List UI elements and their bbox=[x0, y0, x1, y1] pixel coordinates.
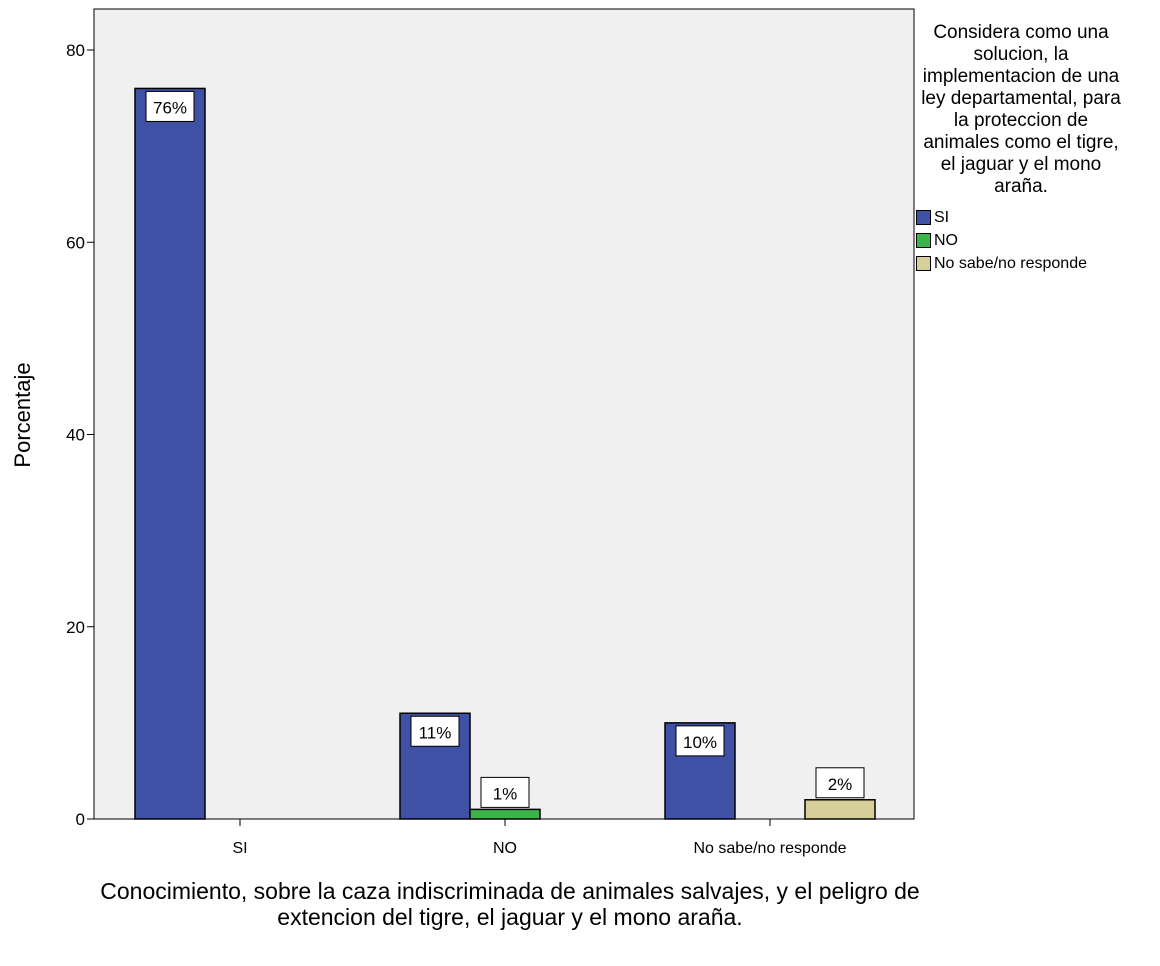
bar-label-box bbox=[675, 725, 725, 757]
y-tick-label: 60 bbox=[66, 233, 85, 252]
legend-label: NO bbox=[934, 231, 958, 249]
y-tick-label: 0 bbox=[76, 810, 85, 829]
bar-label-box bbox=[480, 776, 530, 808]
y-tick-label: 20 bbox=[66, 618, 85, 637]
x-axis-label: Conocimiento, sobre la caza indiscrimina… bbox=[100, 878, 920, 930]
bar bbox=[804, 799, 876, 820]
legend: Considera como una solucion, la implemen… bbox=[916, 22, 1156, 275]
legend-swatch bbox=[916, 210, 931, 225]
bar-label: 2% bbox=[828, 775, 853, 794]
bar-label-box bbox=[815, 767, 865, 799]
bar-label: 11% bbox=[419, 723, 452, 742]
x-tick-label: No sabe/no responde bbox=[694, 840, 847, 857]
bar-label-box bbox=[410, 715, 460, 747]
legend-title: Considera como una solucion, la implemen… bbox=[921, 22, 1121, 197]
y-axis-label: Porcentaje bbox=[10, 362, 35, 468]
bar-label: 1% bbox=[493, 784, 518, 803]
y-tick-label: 80 bbox=[66, 41, 85, 60]
legend-item: SI bbox=[916, 206, 1156, 229]
legend-swatch bbox=[916, 256, 931, 271]
y-axis: 0 20 40 60 80 bbox=[66, 41, 94, 829]
legend-swatch bbox=[916, 233, 931, 248]
legend-item: NO bbox=[916, 229, 1156, 252]
plot-area bbox=[93, 8, 915, 820]
legend-label: SI bbox=[934, 208, 950, 226]
legend-list: SI NO No sabe/no responde bbox=[916, 206, 1156, 275]
x-axis: SI NO No sabe/no responde bbox=[232, 819, 847, 857]
bar bbox=[469, 808, 541, 820]
bar-label-box bbox=[145, 90, 195, 122]
bar-label: 76% bbox=[153, 98, 187, 117]
x-tick-label: NO bbox=[493, 840, 517, 857]
legend-label: No sabe/no responde bbox=[934, 254, 1087, 272]
bar-labels: 76% 11% 10% 1% 2% bbox=[145, 90, 865, 808]
legend-item: No sabe/no responde bbox=[916, 252, 1156, 275]
y-tick-label: 40 bbox=[66, 426, 85, 445]
bar bbox=[134, 87, 206, 820]
x-tick-label: SI bbox=[232, 840, 247, 857]
bar-label: 10% bbox=[683, 733, 717, 752]
